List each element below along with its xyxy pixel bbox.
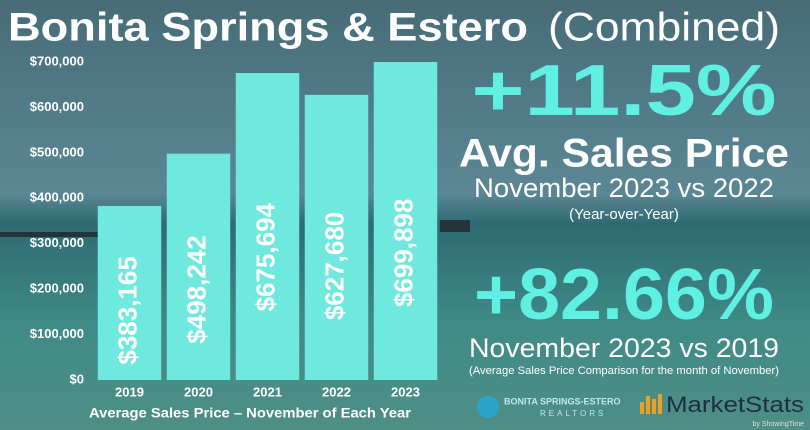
x-axis-title: Average Sales Price – November of Each Y… (89, 405, 412, 421)
value-label: $675,694 (250, 202, 280, 311)
x-tick-label: 2022 (322, 384, 351, 399)
y-tick-label: $0 (70, 371, 84, 386)
pier (0, 220, 470, 237)
y-tick-label: $400,000 (30, 190, 84, 205)
y-tick-label: $600,000 (30, 99, 84, 114)
stat-value: +11.5% (472, 51, 777, 131)
bar (166, 153, 231, 380)
y-tick-label: $100,000 (30, 326, 84, 341)
stat-comparison: November 2023 vs 2022 (474, 173, 774, 203)
logo-text: BONITA SPRINGS-ESTERO (504, 396, 621, 406)
value-label: $699,898 (388, 199, 418, 307)
subtitle: (Combined) (548, 6, 780, 50)
stat-label: Avg. Sales Price (459, 132, 789, 176)
bar (304, 94, 369, 380)
bar (97, 205, 162, 380)
y-tick-label: $700,000 (30, 53, 84, 68)
y-tick-label: $200,000 (30, 281, 84, 296)
value-label: $498,242 (181, 235, 211, 343)
x-tick-label: 2020 (184, 384, 213, 399)
y-tick-label: $500,000 (30, 144, 84, 159)
marketstats-logo: MarketStats by ShowingTime (640, 392, 804, 428)
logo-text: MarketStats (666, 392, 804, 417)
title: Bonita Springs & Estero (8, 6, 528, 50)
realtors-logo: BONITA SPRINGS-ESTERO REALTORS (477, 396, 621, 418)
logo-text: by ShowingTime (753, 421, 805, 428)
stat-note: (Year-over-Year) (569, 206, 679, 223)
value-label: $627,680 (319, 212, 349, 320)
logo-text: REALTORS (540, 409, 606, 418)
stat-comparison: November 2023 vs 2019 (469, 333, 779, 363)
stat-value: +82.66% (474, 255, 774, 335)
x-tick-label: 2019 (115, 384, 144, 399)
x-tick-label: 2023 (391, 384, 420, 399)
bar (235, 73, 300, 380)
bar (373, 62, 438, 381)
value-label: $383,165 (112, 256, 142, 364)
x-tick-label: 2021 (253, 384, 282, 399)
y-tick-label: $300,000 (30, 235, 84, 250)
stat-note: (Average Sales Price Comparison for the … (469, 365, 779, 377)
